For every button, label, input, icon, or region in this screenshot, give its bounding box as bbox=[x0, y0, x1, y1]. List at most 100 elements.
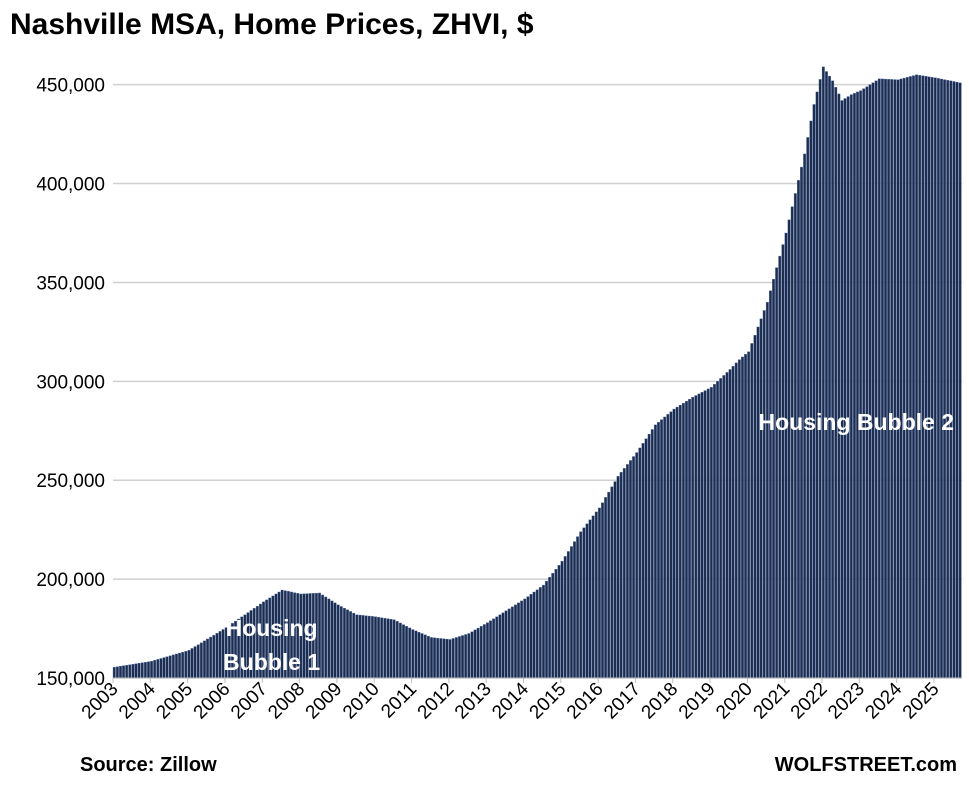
data-bar bbox=[554, 569, 558, 679]
data-bar bbox=[467, 633, 471, 679]
data-bar bbox=[383, 617, 387, 679]
data-bar bbox=[517, 602, 520, 679]
data-bar bbox=[697, 393, 701, 679]
data-bar bbox=[181, 651, 185, 679]
data-bar bbox=[482, 624, 486, 679]
bars bbox=[112, 66, 962, 679]
data-bar bbox=[772, 278, 775, 679]
data-bar bbox=[744, 354, 747, 679]
data-bar bbox=[532, 591, 536, 679]
data-bar bbox=[358, 614, 362, 679]
data-bar bbox=[448, 639, 452, 679]
x-tick-label: 2013 bbox=[451, 679, 496, 724]
data-bar bbox=[417, 632, 421, 679]
data-bar bbox=[756, 326, 760, 679]
data-bar bbox=[675, 406, 679, 679]
data-bar bbox=[762, 310, 766, 679]
data-bar bbox=[837, 93, 841, 679]
data-bar bbox=[716, 381, 720, 679]
data-bar bbox=[890, 79, 894, 679]
data-bar bbox=[140, 662, 144, 679]
data-bar bbox=[489, 620, 492, 679]
data-bar bbox=[545, 580, 548, 679]
data-bar bbox=[666, 414, 670, 679]
data-bar bbox=[793, 193, 797, 679]
data-bar bbox=[402, 624, 405, 679]
data-bar bbox=[933, 77, 937, 679]
data-bar bbox=[927, 76, 931, 679]
data-bar bbox=[355, 614, 359, 679]
data-bar bbox=[629, 460, 632, 679]
data-bar bbox=[759, 318, 763, 679]
data-bar bbox=[439, 638, 443, 679]
data-bar bbox=[896, 79, 900, 679]
data-bar bbox=[514, 604, 517, 679]
data-bar bbox=[548, 576, 552, 679]
data-bar bbox=[958, 82, 962, 679]
data-bar bbox=[865, 86, 869, 679]
data-bar bbox=[473, 629, 477, 679]
x-tick-label: 2004 bbox=[115, 678, 160, 723]
data-bar bbox=[137, 662, 141, 679]
data-bar bbox=[678, 404, 682, 679]
data-bar bbox=[370, 616, 374, 679]
data-bar bbox=[737, 359, 741, 679]
data-bar bbox=[461, 635, 464, 679]
data-bar bbox=[787, 219, 791, 679]
data-bar bbox=[327, 598, 331, 679]
data-bar bbox=[685, 400, 688, 679]
data-bar bbox=[653, 424, 657, 679]
data-bar bbox=[330, 600, 334, 679]
data-bar bbox=[523, 598, 527, 679]
x-tick-label: 2012 bbox=[414, 679, 459, 724]
data-bar bbox=[834, 87, 838, 679]
data-bar bbox=[893, 79, 897, 679]
data-bar bbox=[809, 120, 813, 679]
data-bar bbox=[159, 658, 163, 679]
data-bar bbox=[426, 635, 430, 679]
data-bar bbox=[476, 627, 480, 679]
data-bar bbox=[616, 476, 620, 679]
data-bar bbox=[905, 77, 909, 679]
data-bar bbox=[336, 604, 340, 679]
data-bar bbox=[812, 104, 816, 679]
data-bar bbox=[859, 90, 863, 679]
data-bar bbox=[750, 343, 754, 679]
data-bar bbox=[128, 664, 132, 679]
data-bar bbox=[408, 627, 412, 679]
x-tick-label: 2014 bbox=[488, 678, 533, 723]
data-bar bbox=[206, 638, 209, 679]
data-bar bbox=[607, 491, 611, 679]
data-bar bbox=[380, 617, 384, 679]
data-bar bbox=[538, 587, 542, 679]
data-bar bbox=[943, 79, 947, 679]
x-tick-label: 2011 bbox=[377, 679, 421, 723]
data-bar bbox=[579, 531, 583, 679]
data-bar bbox=[377, 617, 381, 679]
data-bar bbox=[921, 75, 925, 679]
data-bar bbox=[936, 78, 940, 679]
x-tick-label: 2022 bbox=[787, 679, 832, 724]
data-bar bbox=[218, 631, 222, 679]
y-tick-label: 400,000 bbox=[36, 175, 105, 196]
x-tick-label: 2009 bbox=[302, 679, 347, 724]
data-bar bbox=[877, 78, 881, 679]
data-bar bbox=[346, 609, 349, 679]
data-bar bbox=[451, 638, 455, 679]
data-bar bbox=[930, 77, 934, 679]
data-bar bbox=[884, 78, 887, 679]
data-bar bbox=[946, 80, 950, 679]
data-bar bbox=[423, 634, 427, 679]
y-tick-label: 450,000 bbox=[36, 76, 105, 97]
y-tick-label: 150,000 bbox=[36, 669, 105, 690]
data-bar bbox=[769, 290, 772, 679]
data-bar bbox=[342, 607, 346, 679]
data-bar bbox=[112, 666, 116, 679]
data-bar bbox=[862, 88, 866, 679]
data-bar bbox=[940, 78, 943, 679]
data-bar bbox=[852, 93, 856, 679]
data-bar bbox=[156, 659, 160, 679]
annotation-bubble-1: Housing bbox=[226, 615, 318, 641]
data-bar bbox=[734, 362, 738, 679]
